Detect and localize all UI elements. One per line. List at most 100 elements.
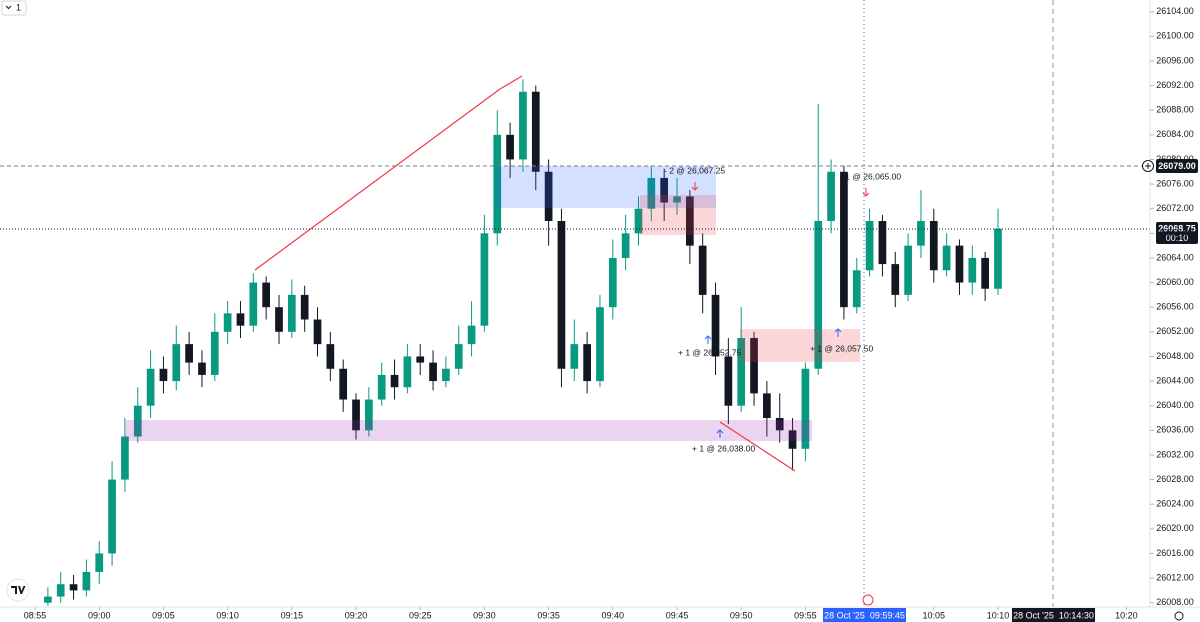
candle-body	[942, 245, 951, 271]
y-tick-label: 26084.00	[1156, 129, 1194, 139]
y-tick-label: 26060.00	[1156, 277, 1194, 287]
candle-body	[185, 344, 193, 363]
plus-icon	[1145, 163, 1151, 169]
y-tick-label: 26016.00	[1156, 548, 1194, 558]
candle-body	[981, 257, 989, 289]
candle-body	[467, 325, 476, 345]
y-tick-label: 26044.00	[1156, 375, 1194, 385]
last-price: 26068.75	[1158, 223, 1196, 233]
candle-body	[750, 337, 758, 394]
candle-body	[557, 221, 566, 369]
candle-body	[775, 418, 784, 431]
x-tick-label: 09:20	[345, 610, 368, 620]
end-time-box	[1012, 608, 1095, 622]
candle-body	[108, 479, 116, 554]
x-tick-label: 09:50	[730, 610, 753, 620]
crosshair-time-box	[823, 608, 906, 622]
candle-body	[416, 356, 425, 363]
sell-arrow	[862, 188, 870, 197]
candle-body	[506, 134, 514, 160]
candle-body	[583, 344, 591, 382]
y-tick-label: 26068.00	[1156, 228, 1194, 238]
candle-body	[660, 177, 669, 203]
candle-body	[891, 264, 900, 295]
y-tick-label: 26028.00	[1156, 474, 1194, 484]
candle-body	[827, 171, 835, 222]
x-tick-label: 09:45	[666, 610, 689, 620]
candle-body	[429, 362, 437, 382]
interval-label: 1	[16, 2, 21, 12]
candle-body	[442, 368, 450, 382]
event-icon[interactable]	[862, 594, 874, 606]
crosshair-price-box	[1156, 159, 1198, 173]
y-tick-label: 26080.00	[1156, 154, 1194, 164]
candle-body	[711, 294, 720, 357]
trend-line	[719, 421, 796, 472]
y-tick-label: 26032.00	[1156, 449, 1194, 459]
candle-body	[917, 221, 925, 246]
y-tick-label: 26076.00	[1156, 178, 1194, 188]
candle-body	[801, 368, 810, 449]
x-tick-label: 09:05	[152, 610, 175, 620]
buy-arrow	[834, 328, 842, 337]
candle-body	[724, 356, 733, 406]
candle-body	[403, 356, 412, 388]
settings-icon[interactable]	[1174, 611, 1184, 621]
candle-body	[544, 171, 553, 222]
candle-body	[95, 553, 104, 572]
candle-body	[198, 362, 206, 375]
candle-body	[852, 270, 861, 308]
y-tick-label: 26008.00	[1156, 597, 1194, 607]
end-time: 28 Oct '25 10:14:30	[1013, 610, 1094, 620]
x-tick-label: 09:35	[537, 610, 560, 620]
candle-body	[300, 294, 309, 320]
candle-body	[685, 196, 694, 246]
sell-arrow	[691, 182, 699, 191]
crosshair-price: 26079.00	[1158, 161, 1196, 171]
y-tick-label: 26096.00	[1156, 55, 1194, 65]
candle-body	[647, 177, 656, 209]
candle-body	[249, 282, 258, 326]
trade-label: + 1 @ 26,057.50	[810, 343, 873, 353]
candle-body	[275, 307, 283, 332]
y-tick-label: 26012.00	[1156, 572, 1194, 582]
y-tick-label: 26036.00	[1156, 425, 1194, 435]
candle-body	[634, 208, 643, 234]
x-tick-label: 10:20	[1115, 610, 1138, 620]
x-tick-label: 09:25	[409, 610, 432, 620]
trade-arrows	[691, 182, 870, 438]
x-tick-label: 09:55	[794, 610, 817, 620]
x-tick-label: 09:00	[88, 610, 111, 620]
candle-body	[788, 430, 797, 449]
candle-body	[172, 344, 181, 382]
candle-body	[955, 245, 964, 283]
candle-body	[519, 91, 527, 160]
x-tick-label: 09:40	[602, 610, 625, 620]
interval-button[interactable]	[1, 0, 27, 16]
candle-body	[865, 221, 874, 271]
candle-body	[236, 313, 245, 326]
candle-body	[313, 319, 322, 345]
zone-purple	[126, 420, 812, 441]
candle-body	[133, 405, 142, 437]
candle-body	[69, 584, 78, 591]
candle-body	[878, 221, 887, 265]
candle-body	[377, 374, 386, 400]
y-tick-label: 26100.00	[1156, 31, 1194, 41]
zone-red	[640, 195, 716, 235]
last-price-box	[1156, 222, 1198, 244]
candle-body	[673, 196, 681, 203]
x-tick-label: 09:15	[281, 610, 304, 620]
candle-body	[339, 368, 348, 400]
candle-body	[570, 344, 579, 369]
trade-label: + 1 @ 26,038.00	[692, 443, 755, 453]
y-tick-label: 26048.00	[1156, 351, 1194, 361]
candle-body	[56, 584, 65, 597]
candle-body	[531, 91, 540, 172]
candle-body	[262, 282, 271, 308]
candle-body	[287, 294, 296, 332]
candle-body	[608, 257, 617, 308]
candle-body	[737, 337, 746, 406]
candle-body	[621, 233, 630, 258]
y-tick-label: 26092.00	[1156, 80, 1194, 90]
